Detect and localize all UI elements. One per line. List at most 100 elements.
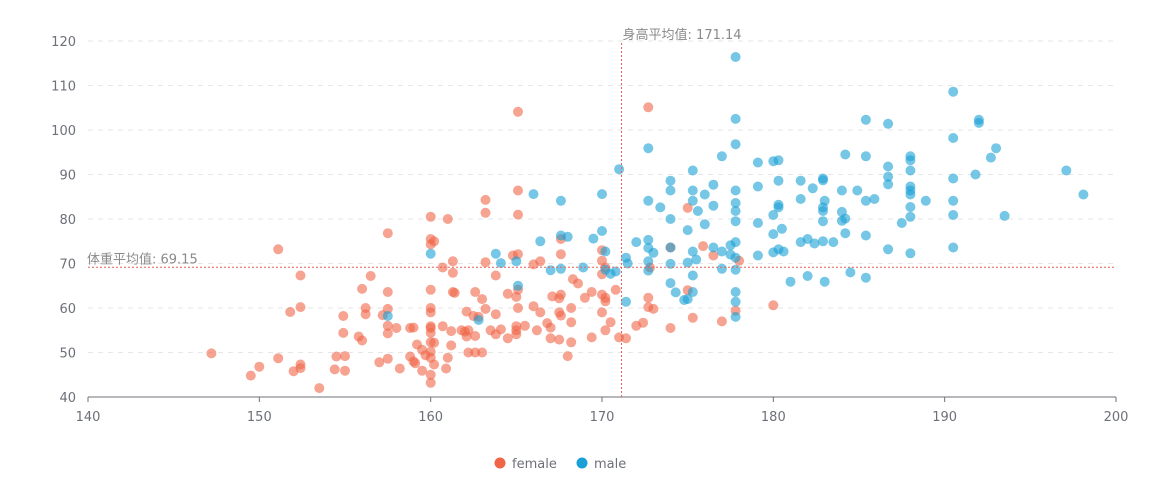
data-point-female[interactable] xyxy=(295,359,306,370)
data-point-male[interactable] xyxy=(896,218,907,228)
data-point-male[interactable] xyxy=(730,198,741,208)
data-point-male[interactable] xyxy=(730,311,741,322)
data-point-male[interactable] xyxy=(905,151,916,162)
data-point-female[interactable] xyxy=(425,211,436,222)
data-point-male[interactable] xyxy=(665,278,676,289)
data-point-female[interactable] xyxy=(555,249,566,260)
data-point-male[interactable] xyxy=(883,179,894,190)
data-point-male[interactable] xyxy=(785,276,796,287)
data-point-male[interactable] xyxy=(730,52,741,62)
data-point-female[interactable] xyxy=(716,316,727,327)
data-point-female[interactable] xyxy=(535,256,546,267)
data-point-female[interactable] xyxy=(621,333,631,344)
data-point-female[interactable] xyxy=(708,250,719,261)
data-point-male[interactable] xyxy=(773,155,784,166)
data-point-male[interactable] xyxy=(382,311,393,321)
data-point-male[interactable] xyxy=(670,287,681,298)
data-point-female[interactable] xyxy=(382,328,393,339)
data-point-female[interactable] xyxy=(513,303,523,313)
data-point-female[interactable] xyxy=(519,320,530,331)
data-point-female[interactable] xyxy=(638,317,649,328)
data-point-female[interactable] xyxy=(480,257,491,268)
data-point-female[interactable] xyxy=(245,370,256,381)
data-point-female[interactable] xyxy=(470,347,481,358)
data-point-male[interactable] xyxy=(883,244,894,255)
data-point-male[interactable] xyxy=(513,280,523,291)
data-point-female[interactable] xyxy=(382,228,393,239)
data-point-male[interactable] xyxy=(555,263,566,274)
data-point-male[interactable] xyxy=(687,195,698,206)
data-point-female[interactable] xyxy=(573,278,583,289)
data-point-male[interactable] xyxy=(840,228,851,239)
data-point-male[interactable] xyxy=(819,195,830,206)
data-point-male[interactable] xyxy=(920,195,931,206)
data-point-female[interactable] xyxy=(394,363,405,374)
data-point-male[interactable] xyxy=(768,229,779,240)
data-point-male[interactable] xyxy=(473,315,484,325)
data-point-male[interactable] xyxy=(555,195,566,206)
data-point-female[interactable] xyxy=(502,333,513,344)
data-point-male[interactable] xyxy=(631,237,642,248)
data-point-female[interactable] xyxy=(425,303,436,313)
data-point-male[interactable] xyxy=(610,266,621,277)
data-point-female[interactable] xyxy=(442,214,453,224)
data-point-male[interactable] xyxy=(730,216,741,227)
data-point-male[interactable] xyxy=(948,133,959,143)
legend-item-male[interactable]: male xyxy=(576,457,627,472)
data-point-male[interactable] xyxy=(730,139,741,150)
data-point-male[interactable] xyxy=(687,185,698,196)
data-point-male[interactable] xyxy=(614,164,625,175)
data-point-male[interactable] xyxy=(621,296,631,307)
data-point-male[interactable] xyxy=(600,246,611,257)
data-point-male[interactable] xyxy=(708,179,719,190)
data-point-male[interactable] xyxy=(948,173,959,184)
data-point-male[interactable] xyxy=(905,211,916,222)
data-point-female[interactable] xyxy=(490,270,501,281)
data-point-male[interactable] xyxy=(869,194,880,204)
data-point-male[interactable] xyxy=(730,185,741,196)
data-point-female[interactable] xyxy=(408,322,419,333)
data-point-male[interactable] xyxy=(682,257,693,268)
data-point-female[interactable] xyxy=(295,302,306,313)
data-point-male[interactable] xyxy=(665,175,676,186)
data-point-male[interactable] xyxy=(809,238,820,249)
data-point-female[interactable] xyxy=(417,365,428,376)
data-point-male[interactable] xyxy=(860,272,871,283)
data-point-male[interactable] xyxy=(840,149,851,160)
data-point-male[interactable] xyxy=(999,210,1010,221)
data-point-female[interactable] xyxy=(480,303,491,314)
data-point-male[interactable] xyxy=(730,113,741,124)
data-point-male[interactable] xyxy=(687,165,698,176)
data-point-female[interactable] xyxy=(425,284,436,295)
data-point-male[interactable] xyxy=(985,152,996,163)
data-point-male[interactable] xyxy=(773,175,784,186)
data-point-male[interactable] xyxy=(691,254,702,265)
data-point-female[interactable] xyxy=(513,209,523,220)
data-point-female[interactable] xyxy=(206,348,217,359)
data-point-female[interactable] xyxy=(391,323,402,333)
data-point-female[interactable] xyxy=(643,102,654,113)
data-point-female[interactable] xyxy=(360,303,371,313)
data-point-female[interactable] xyxy=(477,347,488,358)
data-point-male[interactable] xyxy=(682,294,693,305)
data-point-female[interactable] xyxy=(477,294,488,305)
data-point-male[interactable] xyxy=(773,199,784,210)
data-point-female[interactable] xyxy=(545,322,556,333)
data-point-female[interactable] xyxy=(295,270,306,281)
data-point-male[interactable] xyxy=(665,214,676,224)
data-point-male[interactable] xyxy=(730,264,741,275)
data-point-female[interactable] xyxy=(442,352,453,363)
data-point-male[interactable] xyxy=(776,223,787,234)
data-point-male[interactable] xyxy=(699,219,710,230)
data-point-male[interactable] xyxy=(860,230,871,241)
data-point-male[interactable] xyxy=(643,265,654,276)
data-point-female[interactable] xyxy=(441,363,452,374)
data-point-male[interactable] xyxy=(716,151,727,162)
data-point-female[interactable] xyxy=(429,236,440,247)
data-point-female[interactable] xyxy=(329,364,340,375)
data-point-female[interactable] xyxy=(425,346,436,357)
data-point-female[interactable] xyxy=(365,271,376,281)
data-point-female[interactable] xyxy=(495,324,506,335)
data-point-female[interactable] xyxy=(429,359,440,370)
data-point-male[interactable] xyxy=(643,256,654,267)
